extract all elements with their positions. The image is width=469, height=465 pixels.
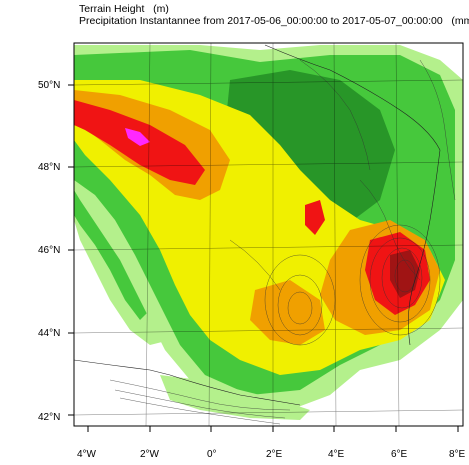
lon-label-4e: 4°E: [328, 449, 345, 460]
lon-label-8e: 8°E: [449, 449, 466, 460]
rain-area-orange-central: [250, 280, 325, 345]
lat-label-46n: 46°N: [38, 245, 60, 256]
map-title: Terrain Height (m) Precipitation Instanta…: [79, 3, 469, 27]
title-precipitation: Precipitation Instantannee from 2017-05-…: [79, 15, 469, 27]
lon-label-6e: 6°E: [391, 449, 408, 460]
lon-tick-marks: [87, 426, 459, 432]
terrain-contours: [109, 59, 456, 425]
map-border: [73, 42, 464, 427]
lon-label-2e: 2°E: [266, 449, 283, 460]
lat-tick-marks: [68, 84, 74, 416]
lat-label-44n: 44°N: [38, 328, 60, 339]
title-terrain-height: Terrain Height (m): [79, 3, 169, 15]
graticule: [74, 43, 463, 426]
lon-label-4w: 4°W: [77, 449, 97, 460]
map-plot-area: [74, 43, 463, 426]
latitude-labels: 50°N 48°N 46°N 44°N 42°N: [38, 80, 60, 423]
rain-area-red-massif: [305, 200, 325, 235]
lat-label-42n: 42°N: [38, 412, 60, 423]
longitude-labels: 4°W 2°W 0° 2°E 4°E 6°E 8°E: [77, 449, 466, 460]
lat-label-50n: 50°N: [38, 80, 60, 91]
country-boundaries: [74, 44, 441, 406]
lat-label-48n: 48°N: [38, 162, 60, 173]
rain-area-magenta: [125, 128, 150, 146]
lon-label-0: 0°: [207, 449, 217, 460]
lon-label-2w: 2°W: [140, 449, 160, 460]
rain-area-pyrenees: [160, 375, 310, 420]
